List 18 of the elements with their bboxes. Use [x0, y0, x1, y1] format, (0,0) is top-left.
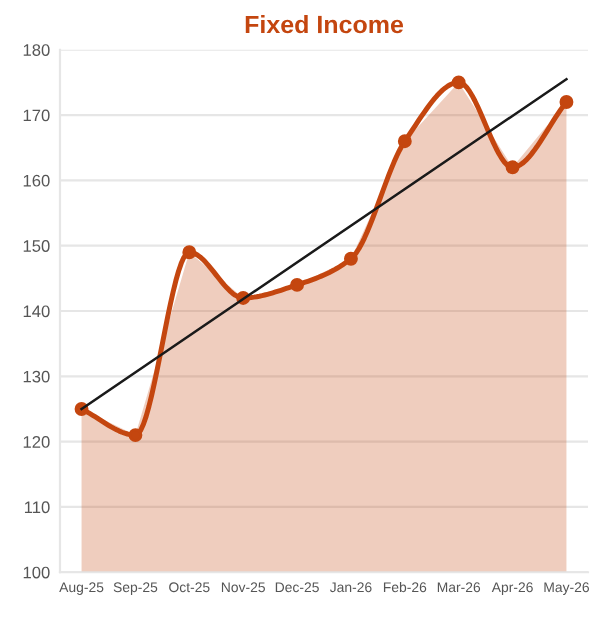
point: [505, 160, 520, 175]
point: [397, 134, 412, 149]
y-tick-label: 140: [23, 305, 50, 318]
y-tick-label: 120: [23, 436, 50, 448]
point: [290, 277, 305, 292]
y-tick-label: 130: [23, 370, 50, 383]
y-tick-label: 150: [23, 240, 50, 252]
y-tick-label: 170: [23, 109, 50, 122]
y-tick-label: 100: [23, 566, 50, 579]
point: [451, 75, 466, 90]
point: [559, 95, 574, 109]
y-tick-label: 180: [23, 44, 50, 56]
point: [128, 428, 143, 443]
point: [182, 245, 197, 260]
point: [343, 251, 358, 266]
y-tick-label: 160: [23, 174, 50, 187]
chart-title: Fixed Income: [245, 14, 404, 34]
y-tick-label: 110: [24, 501, 50, 514]
